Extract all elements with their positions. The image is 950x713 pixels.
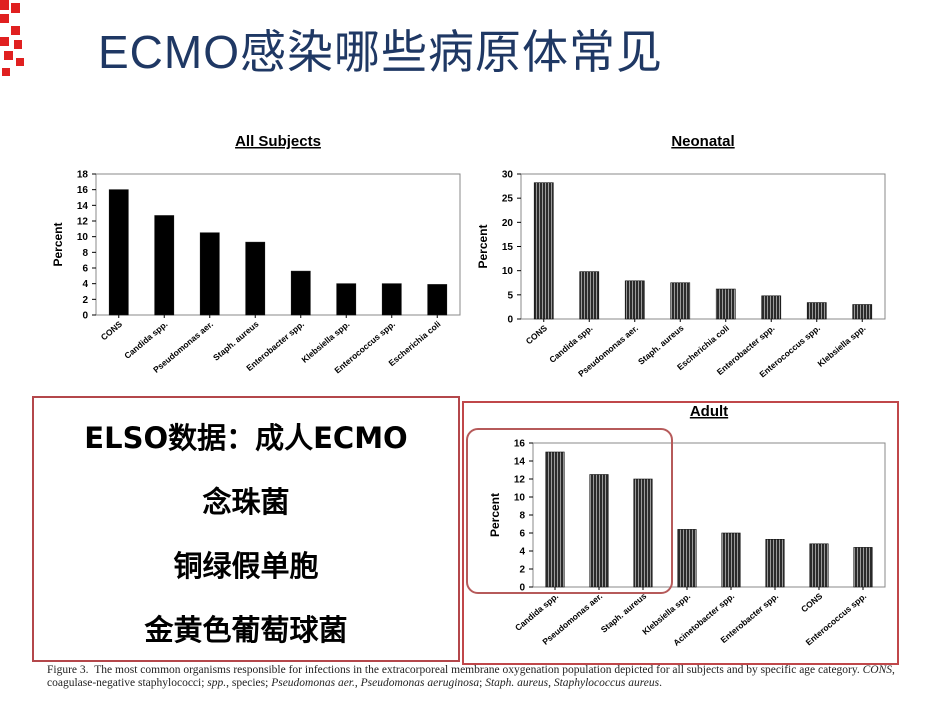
- elso-item-staph: 金黄色葡萄球菌: [144, 613, 348, 647]
- caption-text: The most common organisms responsible fo…: [94, 664, 860, 676]
- y-tick-label: 12: [514, 475, 526, 486]
- chart-title: Neonatal: [671, 133, 734, 150]
- y-tick-label: 16: [77, 185, 89, 196]
- figure-caption: Figure 3. The most common organisms resp…: [47, 664, 902, 690]
- elso-heading: ELSO数据：成人ECMO: [84, 421, 408, 455]
- bar-enterobacter-spp: [765, 539, 785, 588]
- caption-abbr: Staph. aureus: [485, 677, 549, 689]
- caption-abbr: spp.: [207, 677, 227, 689]
- y-axis-label: Percent: [51, 222, 65, 266]
- y-tick-label: 20: [502, 218, 514, 229]
- elso-item-candida: 念珠菌: [202, 485, 290, 519]
- x-tick-label: Candida spp.: [547, 323, 594, 365]
- caption-abbr: Pseudomonas aer.: [271, 677, 355, 689]
- caption-text: ,: [548, 677, 551, 689]
- bar-cons: [108, 189, 129, 316]
- bar-escherichia-coli: [715, 288, 736, 320]
- bar-klebsiella-spp: [336, 283, 357, 316]
- caption-text: ;: [479, 677, 483, 689]
- logo-icon: [0, 0, 24, 76]
- y-tick-label: 10: [77, 232, 89, 243]
- y-tick-label: 25: [502, 194, 514, 205]
- elso-summary-box: ELSO数据：成人ECMO 念珠菌 铜绿假单胞 金黄色葡萄球菌: [32, 396, 460, 662]
- y-tick-label: 4: [519, 547, 525, 558]
- y-tick-label: 0: [82, 311, 88, 322]
- y-tick-label: 4: [82, 279, 88, 290]
- y-tick-label: 10: [514, 493, 526, 504]
- bar-pseudomonas-aer: [199, 232, 220, 316]
- bar-escherichia-coli: [427, 284, 448, 316]
- bar-pseudomonas-aer: [624, 280, 645, 320]
- adult-top3-highlight: [466, 428, 673, 594]
- bar-acinetobacter-spp: [721, 532, 741, 588]
- chart-all-subjects-svg: All Subjects 0 2 4 6 8 10 12 14 16 18 Percent CONSCa…: [51, 133, 461, 375]
- chart-all-subjects: All Subjects 0 2 4 6 8 10 12 14 16 18 Percent CONS Ca…: [40, 122, 470, 397]
- y-tick-label: 6: [82, 264, 88, 275]
- caption-abbr: Pseudomonas aeruginosa: [360, 677, 480, 689]
- y-tick-label: 0: [519, 583, 525, 594]
- y-tick-label: 14: [77, 201, 89, 212]
- y-tick-label: 2: [519, 565, 525, 576]
- bar-cons: [809, 543, 829, 588]
- x-tick-label: CONS: [799, 591, 824, 615]
- chart-adult: Adult 0 2 4 6 8 10 12 14 16 Percent Candida spp. Pse…: [465, 402, 895, 664]
- bar-candida-spp: [579, 271, 600, 320]
- x-tick-label: Klebsiella spp.: [816, 323, 868, 369]
- y-axis-label: Percent: [488, 493, 502, 537]
- x-tick-label: Candida spp.: [513, 591, 560, 633]
- plot-frame: [520, 173, 886, 320]
- bar-candida-spp: [154, 215, 175, 316]
- plot-frame: [95, 173, 461, 316]
- adult-chart-frame: [462, 401, 899, 665]
- elso-item-pseudomonas: 铜绿假单胞: [173, 549, 319, 583]
- y-tick-label: 2: [82, 295, 88, 306]
- caption-abbr: Staphylococcus aureus: [553, 677, 660, 689]
- y-tick-label: 16: [514, 439, 526, 450]
- bar-klebsiella-spp: [677, 529, 697, 588]
- bar-enterococcus-spp: [806, 302, 827, 320]
- bar-enterococcus-spp: [853, 547, 873, 588]
- caption-text: , coagulase-negative staphylococci;: [47, 664, 895, 689]
- y-tick-label: 10: [502, 266, 514, 277]
- y-tick-label: 5: [507, 290, 513, 301]
- caption-fig-label: Figure 3.: [47, 664, 89, 676]
- bar-enterococcus-spp: [381, 283, 402, 316]
- bar-staph-aureus: [245, 241, 266, 316]
- y-axis-label: Percent: [476, 224, 490, 268]
- y-tick-label: 8: [82, 248, 88, 259]
- x-tick-label: Staph. aureus: [636, 323, 686, 367]
- caption-abbr: CONS: [862, 664, 893, 676]
- bar-enterobacter-spp: [761, 295, 782, 320]
- y-tick-label: 14: [514, 457, 526, 468]
- caption-text: ,: [354, 677, 358, 689]
- slide-title: ECMO感染哪些病原体常见: [98, 26, 663, 78]
- chart-title: All Subjects: [235, 133, 321, 150]
- y-tick-label: 12: [77, 217, 89, 228]
- y-tick-label: 15: [502, 242, 514, 253]
- y-tick-label: 6: [519, 529, 525, 540]
- y-tick-label: 18: [77, 170, 89, 181]
- x-tick-label: Staph. aureus: [211, 319, 261, 363]
- bar-klebsiella-spp: [852, 304, 873, 320]
- x-tick-label: Candida spp.: [122, 319, 169, 361]
- x-tick-label: CONS: [524, 323, 549, 347]
- chart-neonatal: Neonatal 0 5 10 15 20 25 30 Percent CONS Candida s…: [465, 122, 895, 397]
- bar-staph-aureus: [670, 282, 691, 320]
- y-tick-label: 30: [502, 170, 514, 181]
- y-tick-label: 8: [519, 511, 525, 522]
- bar-cons: [533, 182, 554, 320]
- caption-text: .: [659, 677, 662, 689]
- bar-enterobacter-spp: [290, 270, 311, 316]
- caption-text: , species;: [226, 677, 269, 689]
- x-tick-label: CONS: [99, 319, 124, 343]
- y-tick-label: 0: [507, 315, 513, 326]
- chart-title: Adult: [690, 403, 728, 420]
